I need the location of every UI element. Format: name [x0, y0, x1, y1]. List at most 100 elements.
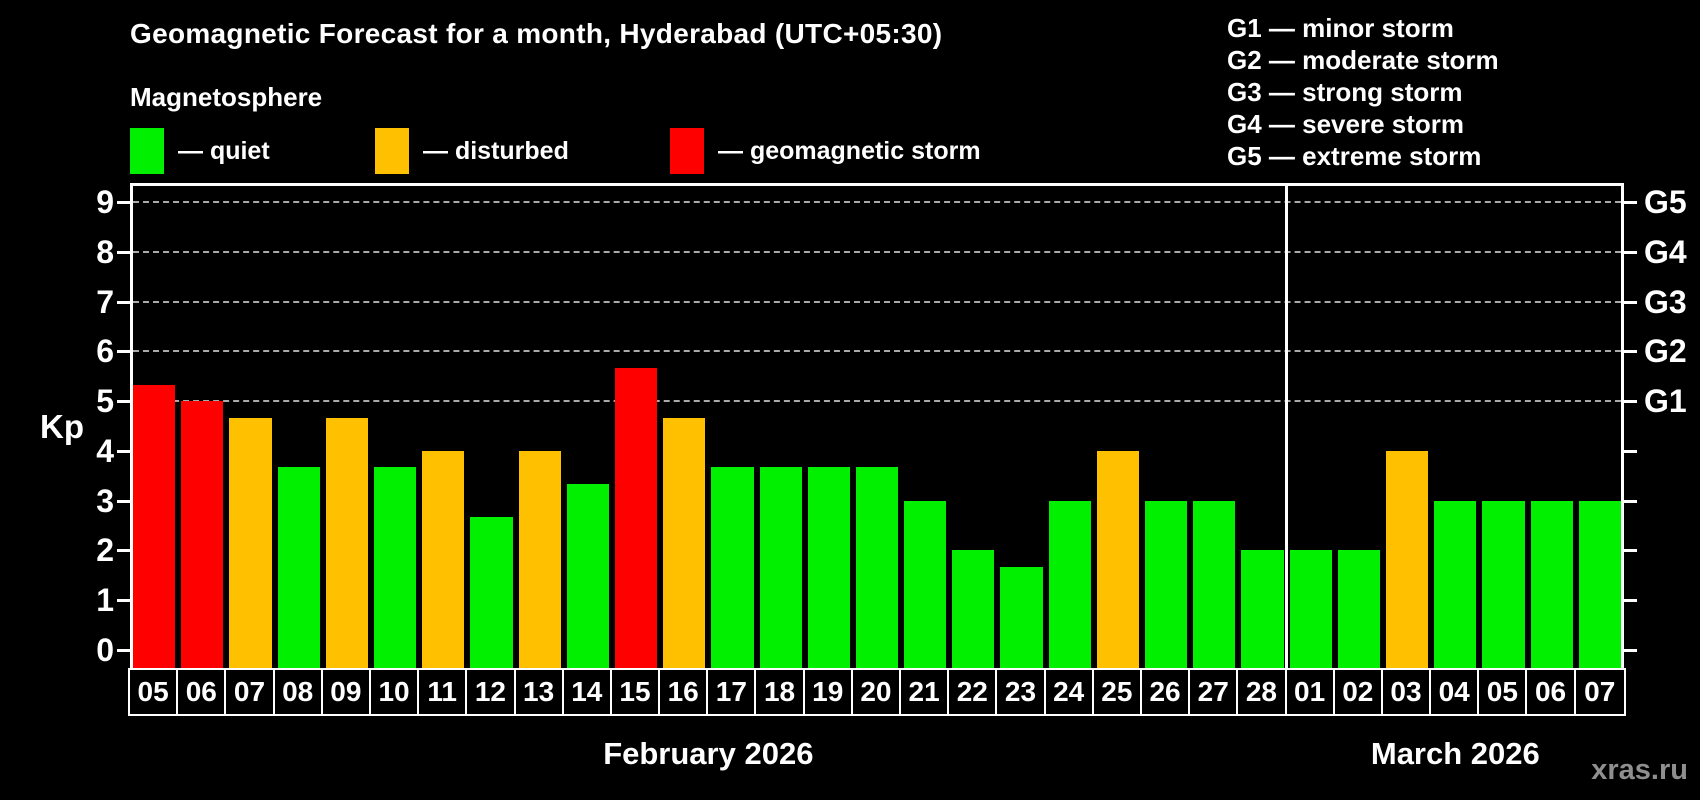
- gridline-kp7: [133, 300, 1621, 303]
- g-level-label-g3: G3: [1644, 283, 1687, 320]
- gridline-kp5: [133, 400, 1621, 403]
- kp-bar: [1530, 500, 1573, 668]
- y-axis-label: Kp: [40, 408, 84, 445]
- kp-bar: [1386, 450, 1429, 668]
- day-label-cell: 01: [1287, 670, 1335, 714]
- kp-bar: [277, 467, 320, 668]
- gridline-kp8: [133, 250, 1621, 253]
- legend-item-quiet: — quiet: [130, 128, 270, 174]
- day-label-cell: 13: [516, 670, 564, 714]
- kp-bar: [518, 450, 561, 668]
- kp-bar: [229, 417, 272, 668]
- day-label-cell: 02: [1335, 670, 1383, 714]
- y-tick-label: 7: [96, 283, 114, 320]
- y-axis-tick: [117, 499, 130, 503]
- g5-legend-line: G5 — extreme storm: [1227, 141, 1482, 171]
- day-label-cell: 23: [997, 670, 1046, 714]
- y-tick-label: 8: [96, 233, 114, 270]
- kp-bar: [1482, 500, 1525, 668]
- y-axis-tick: [117, 350, 130, 354]
- kp-bar: [373, 467, 417, 668]
- kp-bar: [952, 550, 995, 668]
- day-label-cell: 25: [1094, 670, 1142, 714]
- kp-bar: [1096, 450, 1140, 668]
- kp-bar: [566, 484, 609, 668]
- y-tick-label: 9: [96, 184, 114, 220]
- y-axis-tick: [117, 250, 130, 254]
- kp-bar: [759, 467, 802, 668]
- y-tick-label: 5: [96, 383, 114, 420]
- day-label-cell: 03: [1383, 670, 1432, 714]
- legend-item-storm: — geomagnetic storm: [670, 128, 981, 174]
- kp-bar: [1048, 500, 1091, 668]
- g-level-label-g4: G4: [1644, 233, 1687, 270]
- day-label-cell: 27: [1190, 670, 1239, 714]
- day-label-cell: 12: [467, 670, 516, 714]
- right-axis-tick: [1624, 201, 1637, 204]
- day-label-cell: 14: [564, 670, 612, 714]
- month-label: February 2026: [603, 736, 814, 771]
- day-label-cell: 05: [130, 670, 179, 714]
- day-label-cell: 16: [660, 670, 709, 714]
- plot-area-border: [130, 183, 1624, 668]
- kp-bar: [1578, 500, 1621, 668]
- g-level-label-g1: G1: [1644, 383, 1687, 420]
- kp-bar: [1289, 550, 1332, 668]
- disturbed-color-swatch: [375, 128, 409, 174]
- day-label-cell: 04: [1431, 670, 1480, 714]
- kp-bar: [1434, 500, 1477, 668]
- chart-title: Geomagnetic Forecast for a month, Hydera…: [130, 18, 943, 49]
- kp-bar: [1241, 550, 1284, 668]
- y-tick-label: 3: [96, 482, 114, 519]
- month-label: March 2026: [1370, 736, 1540, 771]
- legend-item-disturbed: — disturbed: [375, 128, 569, 174]
- day-label-cell: 21: [901, 670, 950, 714]
- g3-legend-line: G3 — strong storm: [1227, 77, 1463, 107]
- kp-bar: [711, 467, 754, 668]
- y-tick-label: 4: [96, 432, 114, 469]
- legend-label-disturbed: — disturbed: [423, 136, 569, 165]
- kp-bar: [855, 467, 899, 668]
- day-label-cell: 20: [853, 670, 901, 714]
- right-axis-tick: [1624, 250, 1637, 254]
- y-tick-label: 0: [96, 632, 114, 668]
- y-axis-tick: [117, 300, 130, 304]
- y-tick-label: 6: [96, 333, 114, 370]
- g1-legend-line: G1 — minor storm: [1227, 13, 1454, 43]
- right-axis-tick: [1624, 449, 1637, 453]
- right-axis-tick: [1624, 300, 1637, 304]
- month-separator: [1285, 183, 1289, 668]
- g-level-label-g2: G2: [1644, 333, 1687, 370]
- y-tick-label: 1: [96, 582, 114, 619]
- kp-bar: [1000, 566, 1043, 668]
- day-label-cell: 06: [1527, 670, 1576, 714]
- right-axis-tick: [1624, 599, 1637, 603]
- kp-bar: [614, 367, 658, 668]
- chart-subtitle: Magnetosphere: [130, 82, 323, 112]
- day-label-cell: 11: [419, 670, 468, 714]
- kp-bar: [904, 500, 947, 668]
- right-axis-tick: [1624, 549, 1637, 553]
- day-label-row: 05 06 07 08 09 10 11 12 13 14 15 16 17 18 19 20 21 22 23 24…: [128, 668, 1626, 716]
- day-label-cell: 18: [756, 670, 805, 714]
- kp-bar: [1193, 500, 1236, 668]
- day-label-cell: 22: [949, 670, 998, 714]
- kp-bar: [1145, 500, 1188, 668]
- right-axis-tick: [1624, 350, 1637, 354]
- y-axis-tick: [117, 201, 130, 204]
- g2-legend-line: G2 — moderate storm: [1227, 45, 1499, 75]
- day-label-cell: 17: [708, 670, 757, 714]
- g-level-label-g5: G5: [1644, 184, 1687, 220]
- kp-bar: [422, 450, 465, 668]
- day-label-cell: 19: [805, 670, 853, 714]
- g-scale-legend: G1 — minor storm G2 — moderate storm G3 …: [1227, 12, 1499, 172]
- day-label-cell: 06: [178, 670, 227, 714]
- day-label-cell: 24: [1046, 670, 1094, 714]
- quiet-color-swatch: [130, 128, 164, 174]
- day-label-cell: 05: [1479, 670, 1528, 714]
- kp-bar: [181, 401, 224, 668]
- kp-bar: [663, 417, 706, 668]
- legend-label-storm: — geomagnetic storm: [718, 136, 981, 165]
- y-tick-label: 2: [96, 532, 114, 569]
